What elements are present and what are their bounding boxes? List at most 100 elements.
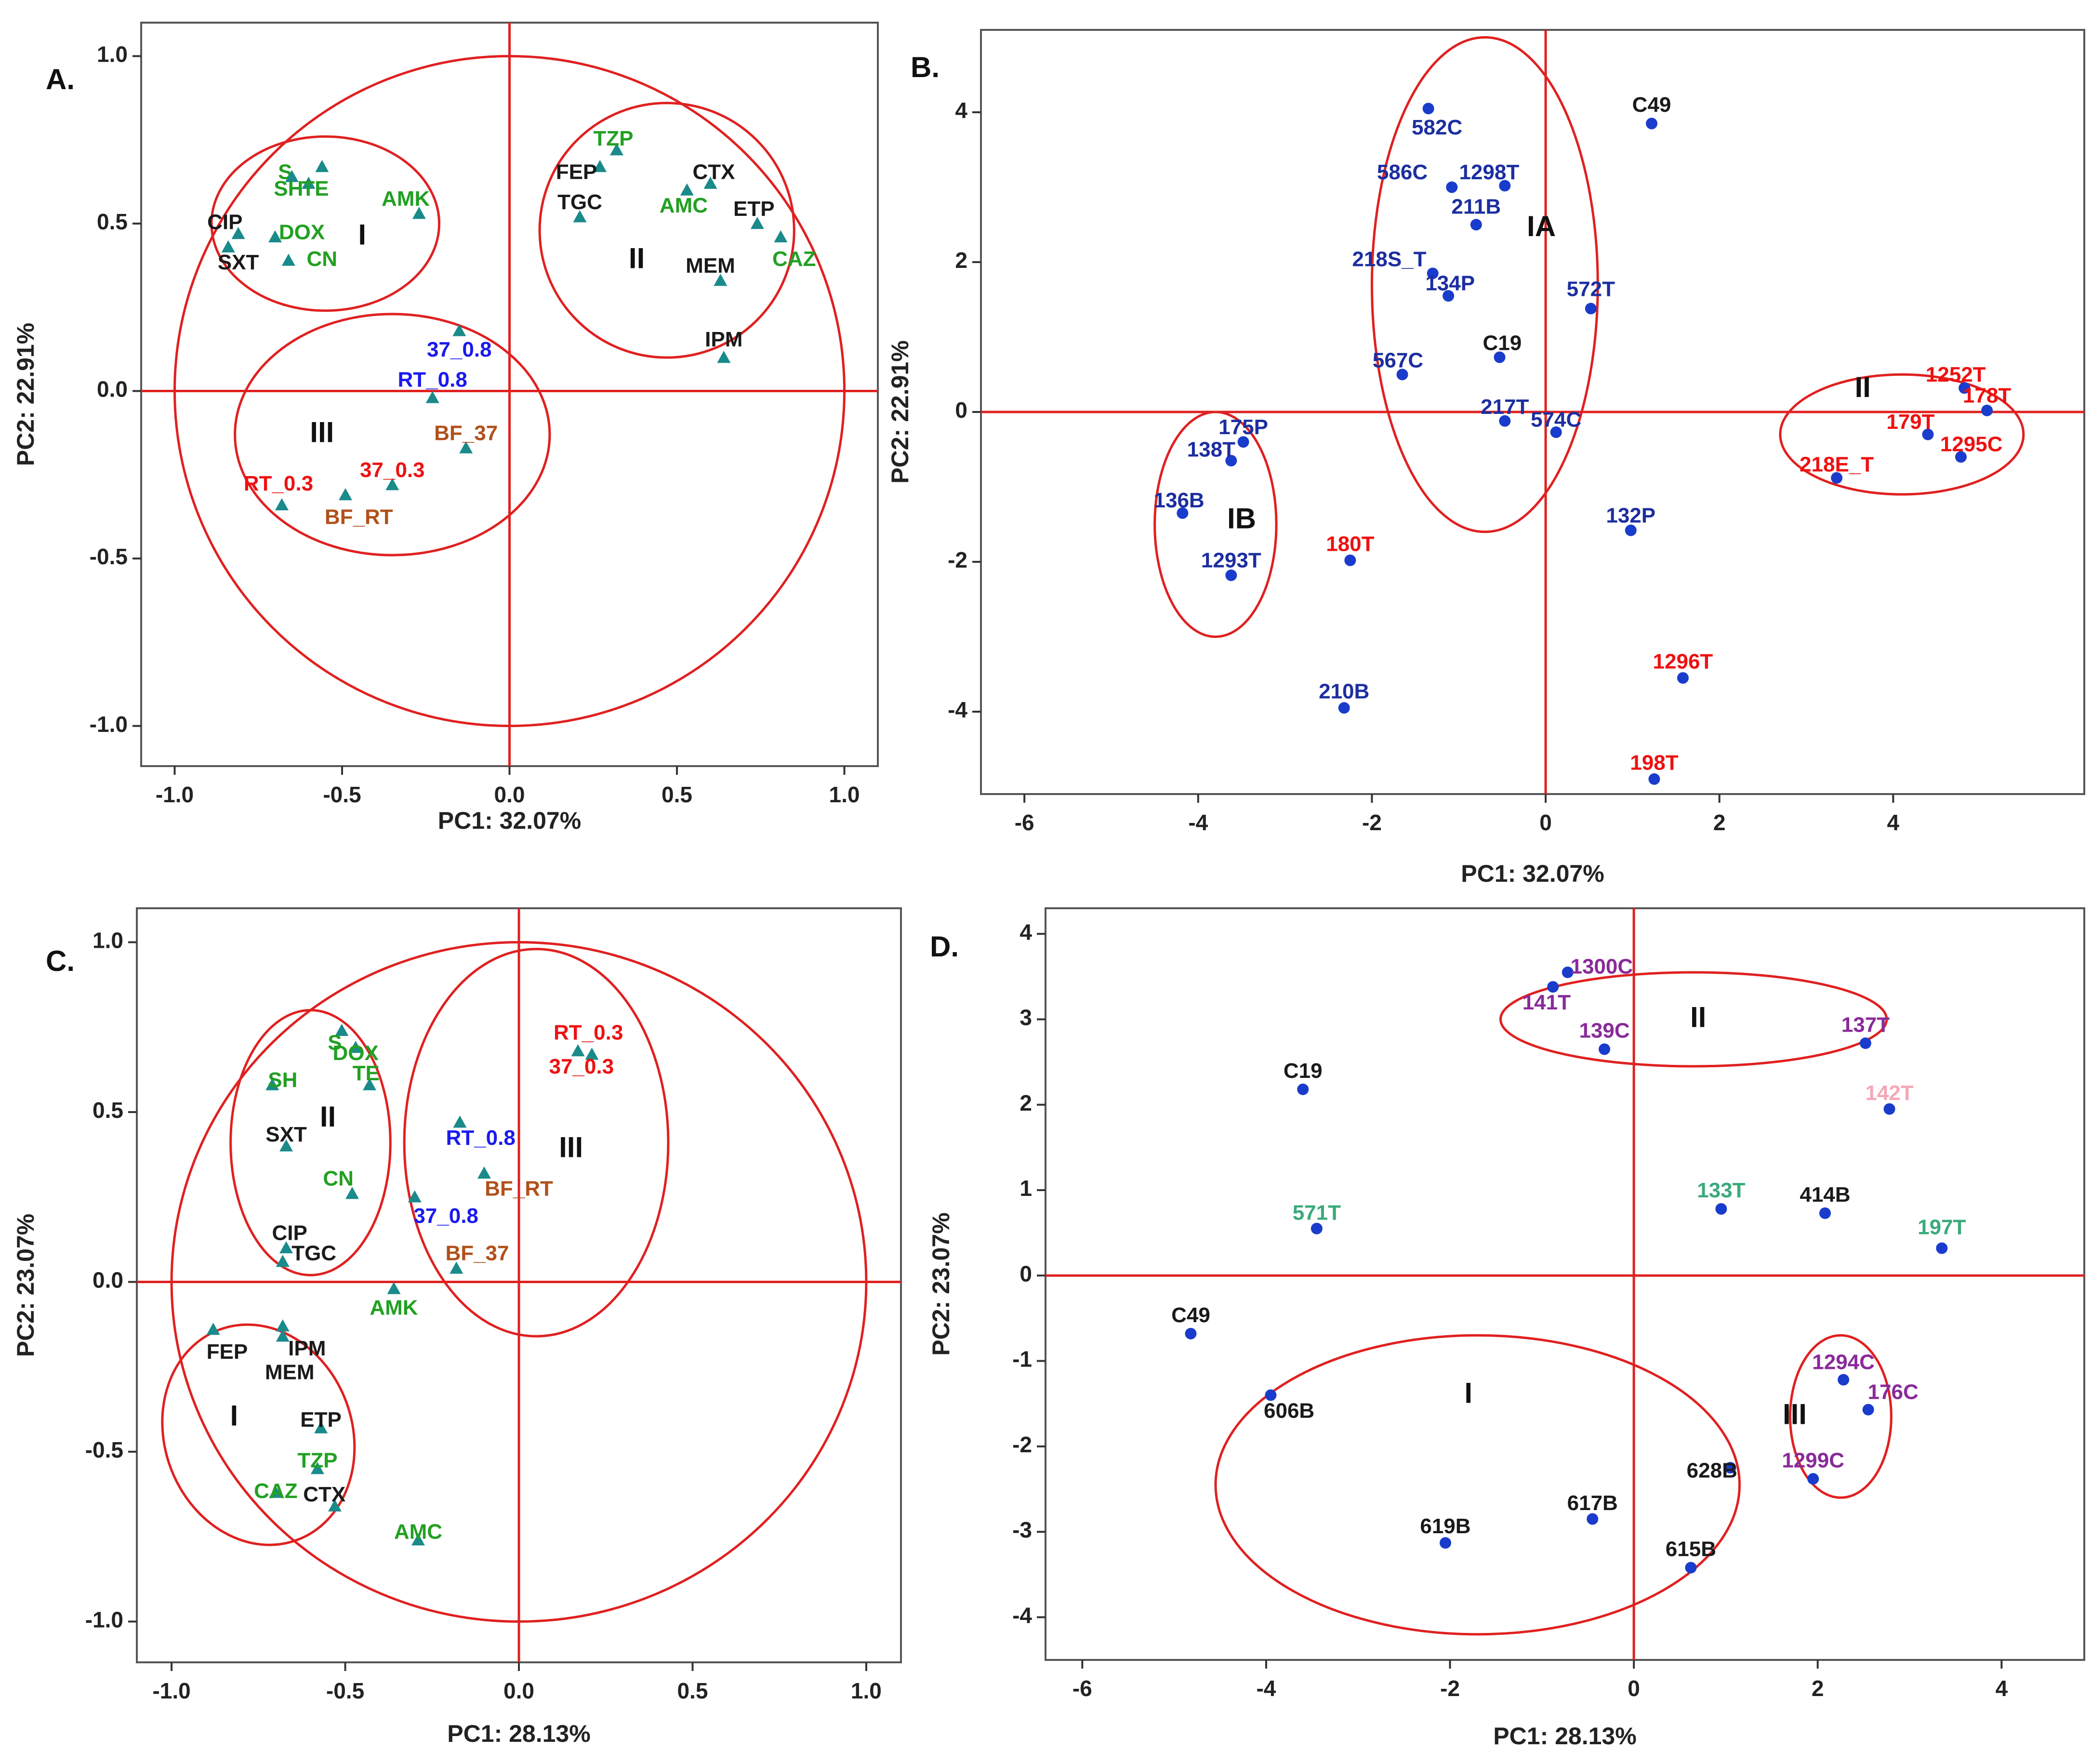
point-marker: [1599, 1043, 1611, 1055]
point-label: DOX: [332, 1041, 378, 1065]
point-marker: [1311, 1222, 1323, 1234]
point-marker: [1470, 219, 1482, 231]
point-label: 615B: [1666, 1538, 1716, 1561]
point-marker: [453, 1115, 467, 1128]
point-label: CIP: [272, 1221, 307, 1245]
point-marker: [477, 1166, 491, 1179]
x-tick-label: -4: [1188, 810, 1208, 835]
cluster-ellipse-i: [1214, 1334, 1741, 1636]
point-marker: [1177, 507, 1189, 519]
point-label: 572T: [1567, 278, 1615, 301]
point-label: MEM: [265, 1360, 315, 1384]
y-tick-label: -1.0: [90, 712, 128, 737]
point-marker: [1587, 1513, 1599, 1525]
point-label: TZP: [593, 127, 633, 150]
point-marker: [452, 324, 466, 336]
point-marker: [310, 1462, 324, 1474]
cluster-ellipse-ia: [1370, 36, 1599, 533]
point-label: TGC: [291, 1242, 336, 1265]
point-marker: [1265, 1389, 1277, 1401]
point-marker: [1625, 524, 1637, 536]
x-tick-label: -2: [1440, 1676, 1460, 1701]
plot-frame: [1045, 907, 2085, 1661]
point-label: 197T: [1918, 1215, 1966, 1239]
point-marker: [1443, 290, 1455, 302]
point-marker: [1427, 267, 1439, 279]
point-label: RT_0.8: [446, 1126, 516, 1150]
point-marker: [1959, 382, 1971, 394]
point-label: AMC: [394, 1520, 442, 1544]
point-label: C49: [1632, 93, 1671, 117]
cluster-label: II: [320, 1101, 336, 1133]
point-marker: [276, 1329, 290, 1342]
point-marker: [571, 1044, 585, 1057]
point-label: TGC: [557, 190, 602, 214]
y-tick-label: 0.0: [93, 1268, 123, 1293]
point-label: CN: [307, 247, 338, 271]
cluster-ellipse-iii: [1788, 1334, 1893, 1499]
point-label: 136B: [1154, 489, 1205, 512]
cluster-label: II: [1855, 371, 1871, 403]
point-label: CTX: [303, 1483, 345, 1506]
point-marker: [1883, 1103, 1895, 1115]
point-marker: [1819, 1207, 1831, 1219]
point-marker: [276, 1255, 290, 1267]
point-marker: [363, 1078, 377, 1090]
y-tick-label: -4: [1012, 1603, 1032, 1628]
point-marker: [450, 1261, 463, 1274]
y-tick-label: -4: [948, 697, 967, 722]
point-marker: [221, 240, 235, 252]
point-marker: [387, 1282, 401, 1294]
cluster-label: I: [1464, 1377, 1472, 1409]
point-label: 567C: [1373, 348, 1423, 372]
point-label: 1252T: [1926, 363, 1986, 386]
x-tick-label: 2: [1713, 810, 1726, 835]
y-tick-label: -3: [1012, 1517, 1032, 1542]
point-label: 138T: [1187, 438, 1235, 461]
point-label: S: [328, 1031, 342, 1055]
point-marker: [1862, 1404, 1874, 1416]
point-label: TZP: [297, 1449, 337, 1472]
point-label: RT_0.3: [554, 1021, 623, 1044]
point-marker: [1724, 1462, 1736, 1474]
point-marker: [703, 176, 717, 189]
point-label: 210B: [1319, 680, 1369, 703]
x-axis-title: PC1: 28.13%: [1493, 1723, 1636, 1750]
point-marker: [1547, 981, 1559, 993]
point-marker: [1499, 180, 1511, 192]
correlation-circle: [173, 55, 846, 728]
point-label: ETP: [300, 1408, 342, 1432]
point-label: C49: [1171, 1303, 1210, 1327]
point-label: 628B: [1687, 1459, 1737, 1483]
point-label: 218S_T: [1352, 248, 1426, 271]
point-label: AMC: [660, 194, 708, 217]
x-tick-label: 0.5: [677, 1678, 708, 1703]
x-tick-label: 4: [1887, 810, 1900, 835]
point-label: 1293T: [1201, 549, 1261, 572]
point-label: TE: [302, 177, 329, 200]
point-marker: [1831, 472, 1843, 484]
point-marker: [265, 1078, 279, 1090]
x-tick-label: -6: [1072, 1676, 1092, 1701]
point-label: 1300C: [1570, 955, 1633, 979]
cluster-ellipse-iii: [403, 948, 670, 1338]
point-label: AMK: [382, 187, 430, 211]
point-label: SXT: [218, 251, 259, 274]
point-label: ETP: [733, 197, 775, 221]
point-marker: [1494, 351, 1506, 363]
point-marker: [335, 1023, 349, 1036]
x-tick-label: -2: [1362, 810, 1382, 835]
point-marker: [279, 1139, 293, 1152]
point-label: 198T: [1630, 751, 1678, 774]
point-label: AMK: [370, 1296, 418, 1319]
point-label: 414B: [1800, 1183, 1850, 1207]
point-label: 139C: [1579, 1019, 1629, 1043]
y-axis-title: PC2: 22.91%: [12, 323, 39, 466]
point-marker: [328, 1499, 342, 1512]
point-marker: [1936, 1242, 1948, 1254]
point-marker: [459, 441, 473, 453]
x-axis-title: PC1: 28.13%: [447, 1720, 590, 1747]
